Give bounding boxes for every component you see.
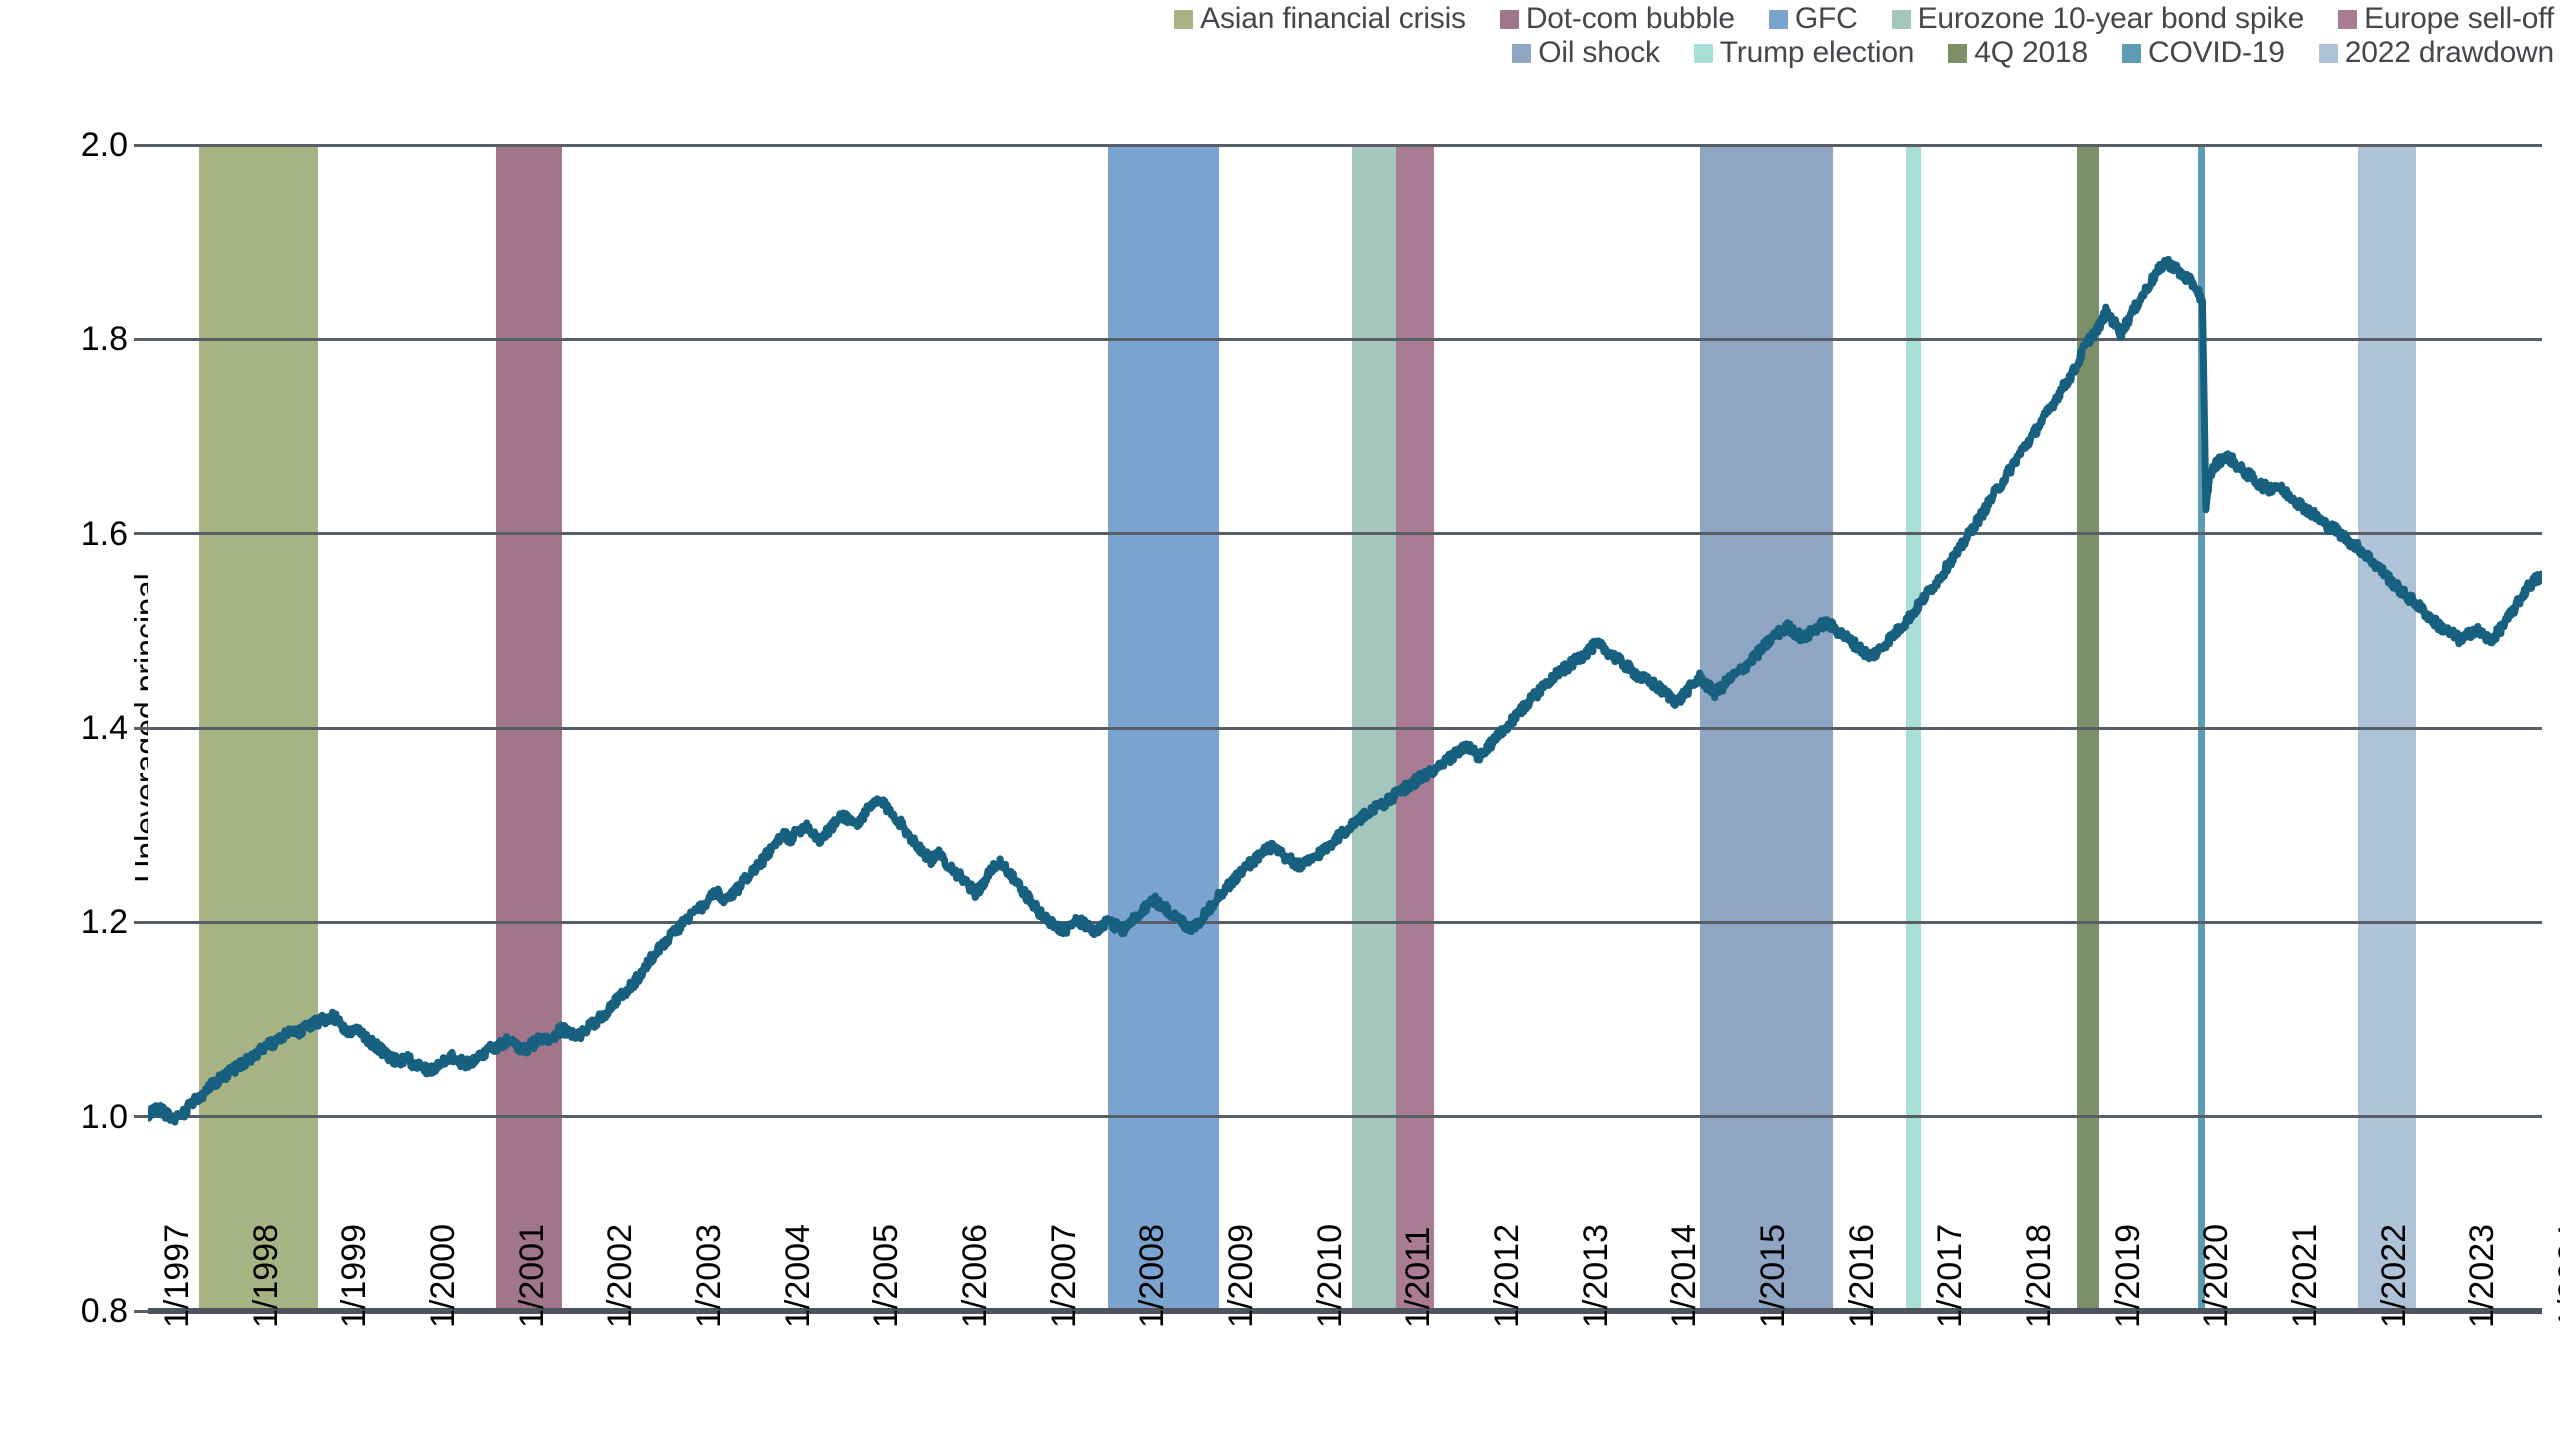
gridline [148, 920, 2542, 924]
legend-swatch-icon [1174, 9, 1194, 29]
x-tick-label: 1/2019 [2108, 1224, 2147, 1328]
legend-item[interactable]: 2022 drawdown [2318, 36, 2554, 69]
legend-item[interactable]: Asian financial crisis [1174, 4, 1466, 34]
x-tick-label: 1/2024 [2552, 1224, 2560, 1328]
gridline [148, 726, 2542, 730]
y-tick-mark [134, 143, 148, 147]
x-tick-label: 1/2021 [2286, 1224, 2324, 1328]
legend-label: COVID-19 [2148, 36, 2285, 69]
legend-item[interactable]: GFC [1768, 2, 1858, 35]
legend-swatch-icon [2338, 9, 2358, 29]
legend-item[interactable]: Dot-com bubble [1499, 2, 1735, 35]
y-axis-label-holder: Unleveraged principal [0, 145, 164, 1311]
gridline [148, 337, 2542, 341]
gridline [148, 143, 2542, 147]
x-tick-label: 1/2002 [601, 1224, 640, 1328]
x-tick-label: 1/2011 [1399, 1226, 1438, 1328]
x-axis-ticks: 1/1997 1/1998 1/1999 1/2000 1/2001 1/2002 1/20… [148, 1224, 2560, 1442]
legend-item[interactable]: 4Q 2018 [1948, 38, 2088, 68]
x-tick-label: 1/2023 [2463, 1224, 2502, 1328]
legend-label: Trump election [1719, 36, 1915, 69]
legend-row-2: Oil shock Trump election 4Q 2018 COVID-19 20… [1512, 38, 2554, 68]
legend-swatch-icon [1512, 43, 1532, 63]
x-tick-label: 1/1997 [158, 1224, 196, 1328]
x-tick-label: 1/2013 [1576, 1224, 1615, 1328]
legend-label: 2022 drawdown [2344, 36, 2554, 69]
x-tick-label: 1/1998 [246, 1224, 285, 1328]
legend-row-1: Asian financial crisis Dot-com bubble GFC E… [1174, 4, 2554, 34]
legend-label: 4Q 2018 [1974, 36, 2088, 69]
x-tick-label: 1/2001 [512, 1224, 551, 1328]
legend-swatch-icon [1891, 9, 1911, 29]
x-tick-label: 1/2017 [1931, 1224, 1970, 1328]
x-tick-label: 1/2007 [1044, 1224, 1083, 1328]
x-axis-line [148, 1308, 2542, 1314]
legend-label: Dot-com bubble [1525, 2, 1735, 35]
y-tick-mark [134, 532, 148, 536]
x-tick-label: 1/2015 [1754, 1224, 1792, 1328]
x-tick-label: 1/2003 [690, 1224, 728, 1328]
x-tick-label: 1/2018 [2020, 1224, 2058, 1328]
legend-swatch-icon [2318, 43, 2338, 63]
x-tick-label: 1/2004 [778, 1224, 817, 1328]
legend-item[interactable]: Europe sell-off [2338, 4, 2554, 34]
legend-swatch-icon [1693, 43, 1713, 63]
x-tick-label: 1/2012 [1488, 1224, 1526, 1328]
x-tick-label: 1/2005 [867, 1224, 906, 1328]
legend-label: Asian financial crisis [1200, 2, 1466, 35]
series-line-unleveraged-principal [148, 145, 2542, 1311]
x-tick-label: 1/2014 [1665, 1224, 1704, 1328]
plot-area [148, 143, 2542, 1314]
chart-legend: Asian financial crisis Dot-com bubble GFC E… [0, 0, 2560, 68]
x-tick-label: 1/2009 [1222, 1224, 1260, 1328]
legend-swatch-icon [1948, 43, 1968, 63]
x-tick-label: 1/2006 [956, 1224, 994, 1328]
gridline [148, 1115, 2542, 1119]
y-tick-mark [134, 1309, 148, 1313]
y-tick-mark [134, 920, 148, 924]
x-tick-label: 1/2020 [2197, 1224, 2236, 1328]
gridline [148, 532, 2542, 536]
legend-swatch-icon [1768, 9, 1788, 29]
legend-item[interactable]: COVID-19 [2122, 38, 2285, 68]
y-tick-mark [134, 1115, 148, 1119]
y-tick-mark [134, 337, 148, 341]
legend-item[interactable]: Eurozone 10-year bond spike [1891, 2, 2305, 35]
x-tick-label: 1/1999 [335, 1224, 374, 1328]
legend-item[interactable]: Trump election [1693, 36, 1915, 69]
x-tick-label: 1/2008 [1133, 1224, 1172, 1328]
legend-swatch-icon [2122, 43, 2141, 63]
legend-label: Europe sell-off [2364, 2, 2554, 35]
x-tick-label: 1/2016 [1842, 1224, 1881, 1328]
legend-label: Eurozone 10-year bond spike [1917, 2, 2305, 35]
legend-label: Oil shock [1538, 36, 1660, 69]
x-tick-label: 1/2000 [424, 1224, 462, 1328]
legend-label: GFC [1794, 2, 1858, 35]
x-tick-label: 1/2010 [1310, 1224, 1349, 1328]
legend-item[interactable]: Oil shock [1512, 38, 1660, 68]
legend-swatch-icon [1499, 9, 1519, 29]
x-tick-label: 1/2022 [2374, 1224, 2413, 1328]
